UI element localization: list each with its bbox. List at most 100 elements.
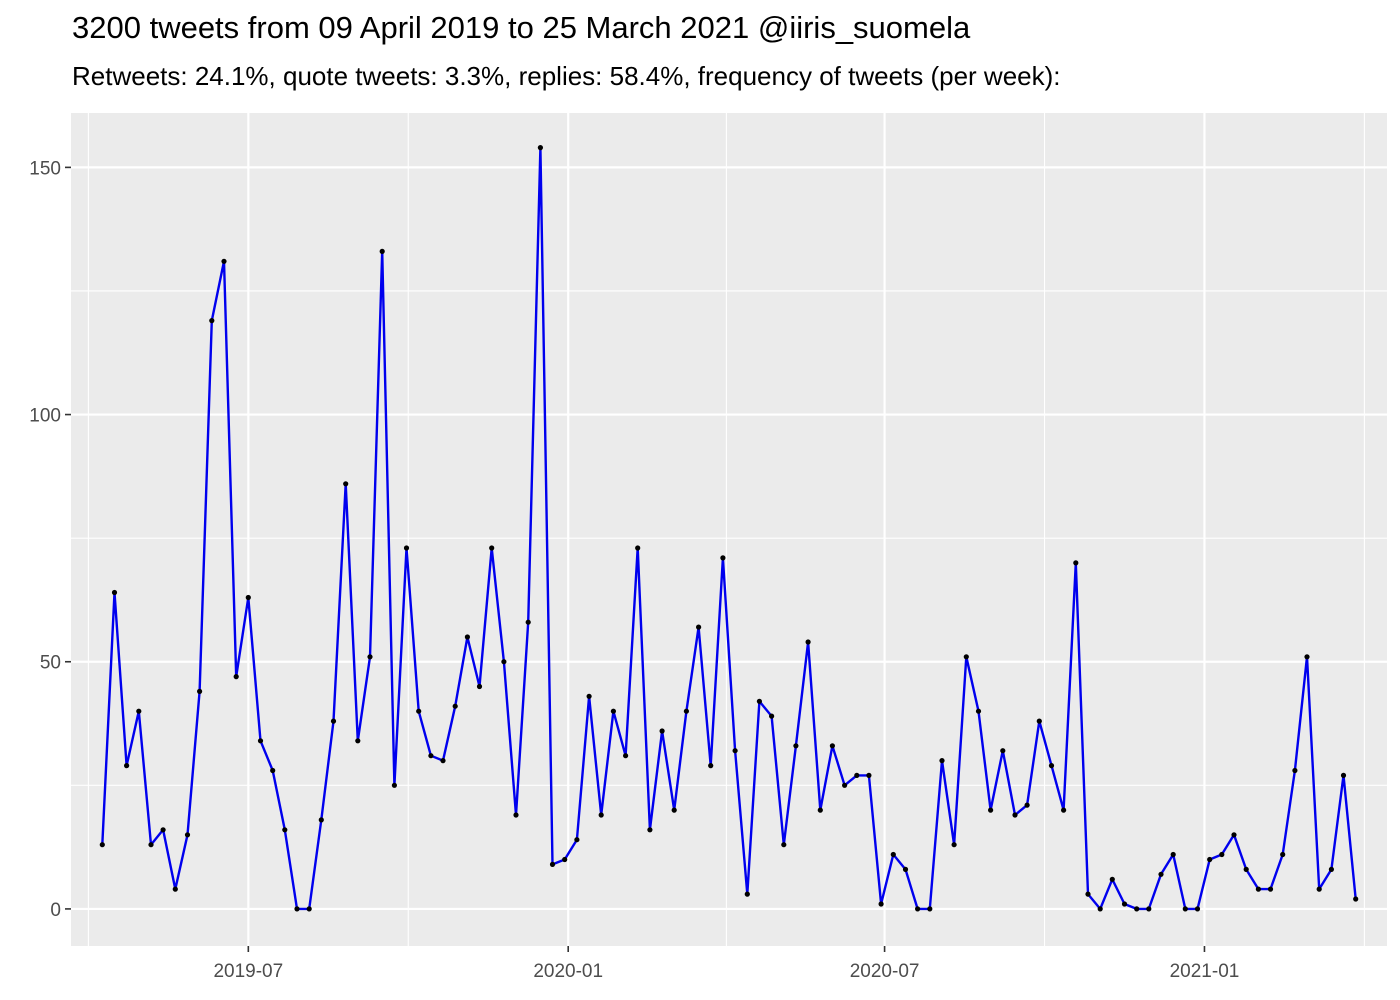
data-point: [233, 674, 239, 680]
data-point: [1194, 906, 1201, 912]
data-point: [1243, 866, 1249, 873]
data-point: [525, 619, 531, 625]
data-point: [1134, 906, 1140, 912]
y-tick-label: 0: [50, 900, 61, 921]
data-point: [1061, 807, 1067, 813]
data-point: [111, 589, 118, 596]
data-point: [367, 654, 373, 660]
y-tick-label: 150: [29, 158, 61, 179]
data-point: [562, 856, 568, 863]
data-point: [890, 851, 896, 858]
data-point: [537, 145, 544, 151]
data-point: [513, 812, 519, 818]
data-point: [99, 842, 105, 848]
data-point: [136, 708, 142, 714]
chart-subtitle: Retweets: 24.1%, quote tweets: 3.3%, rep…: [72, 61, 1061, 91]
data-point: [1170, 851, 1176, 858]
data-point: [1207, 856, 1213, 863]
x-tick-label: 2021-01: [1170, 961, 1240, 982]
data-point: [148, 842, 154, 848]
data-point: [124, 763, 130, 769]
data-point: [257, 738, 264, 744]
data-point: [671, 807, 677, 813]
data-point: [988, 807, 994, 813]
data-point: [842, 782, 848, 788]
data-point: [197, 688, 203, 695]
x-tick-label: 2020-07: [850, 961, 920, 982]
data-point: [1280, 851, 1286, 858]
data-point: [574, 837, 580, 843]
data-point: [1048, 763, 1055, 769]
data-points: [99, 145, 1359, 912]
data-point: [939, 758, 945, 764]
data-point: [647, 827, 653, 833]
data-point: [744, 891, 750, 897]
data-point: [708, 763, 714, 769]
data-point: [428, 753, 434, 759]
data-point: [793, 743, 799, 749]
data-point: [501, 659, 507, 665]
data-point: [416, 708, 422, 714]
data-point: [1267, 886, 1274, 892]
data-point: [975, 708, 982, 714]
data-point: [391, 782, 397, 788]
data-point: [294, 906, 300, 912]
data-point: [756, 698, 763, 704]
data-point: [318, 817, 324, 823]
data-point: [1292, 767, 1298, 774]
data-point: [1353, 896, 1359, 902]
y-tick-label: 50: [40, 653, 61, 674]
data-point: [209, 318, 215, 324]
data-point: [489, 545, 495, 551]
data-point: [817, 807, 823, 813]
data-point: [440, 758, 446, 764]
data-point: [915, 906, 921, 912]
data-point: [282, 827, 288, 833]
data-point: [403, 545, 410, 551]
data-point: [963, 654, 969, 660]
plot-panel: [71, 113, 1387, 946]
data-point: [1182, 906, 1188, 912]
x-axis: 2019-07 2020-01 2020-07 2021-01: [213, 946, 1239, 982]
data-point: [343, 481, 349, 487]
data-point: [355, 738, 361, 744]
data-point: [379, 248, 385, 254]
x-tick-label: 2019-07: [213, 961, 283, 982]
data-point: [1012, 812, 1018, 818]
data-point: [781, 842, 787, 848]
data-point: [878, 901, 884, 907]
data-point: [1073, 560, 1079, 566]
y-tick-label: 100: [29, 406, 61, 427]
data-point: [659, 728, 665, 734]
data-point: [683, 708, 690, 714]
data-point: [184, 832, 191, 838]
data-point: [1255, 886, 1261, 892]
data-point: [927, 906, 933, 912]
data-point: [610, 708, 617, 714]
data-point: [1304, 654, 1310, 660]
data-point: [586, 693, 592, 699]
data-point: [1097, 906, 1103, 912]
data-point: [464, 634, 470, 640]
data-point: [1328, 866, 1334, 873]
data-point: [696, 624, 702, 630]
data-point: [732, 748, 738, 754]
data-point: [270, 767, 276, 774]
data-point: [1158, 871, 1164, 877]
data-point: [1121, 901, 1128, 907]
data-point: [1231, 832, 1237, 838]
data-point: [160, 827, 166, 833]
data-point: [1036, 718, 1042, 724]
data-point: [1000, 748, 1006, 754]
data-point: [1109, 876, 1115, 882]
data-point: [951, 842, 957, 848]
data-point: [1219, 851, 1225, 858]
data-point: [1024, 802, 1030, 808]
data-point: [598, 812, 604, 818]
data-point: [1146, 906, 1152, 912]
data-point: [1085, 891, 1091, 897]
x-tick-label: 2020-01: [533, 961, 603, 982]
data-point: [330, 718, 337, 724]
data-point: [476, 683, 483, 690]
